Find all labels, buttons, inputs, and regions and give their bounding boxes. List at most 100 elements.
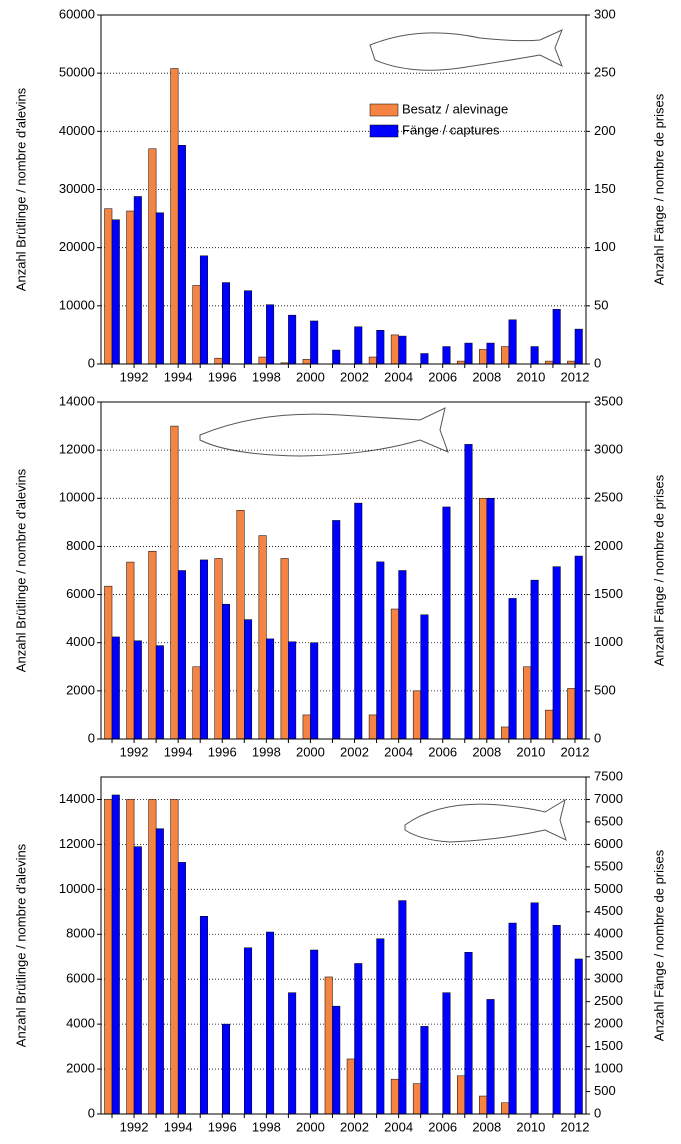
x-tick-label: 2000	[296, 369, 325, 384]
bar	[574, 958, 583, 1115]
bar	[398, 900, 407, 1115]
y2-tick-label: 250	[594, 65, 616, 80]
bar	[552, 925, 561, 1115]
bar	[214, 558, 223, 740]
y2-axis-label: Anzahl Fänge / nombre de prises	[651, 849, 666, 1041]
y-tick-label: 4000	[66, 1016, 95, 1031]
bar	[155, 828, 164, 1115]
x-tick-label: 1996	[208, 1119, 237, 1134]
bar	[332, 1005, 341, 1115]
bar	[368, 714, 377, 740]
fish-illustration	[199, 29, 567, 843]
bar	[390, 334, 399, 365]
y2-tick-label: 4000	[594, 926, 623, 941]
y2-tick-label: 4500	[594, 903, 623, 918]
y-tick-label: 12000	[59, 836, 95, 851]
bar	[192, 285, 201, 365]
bar	[148, 148, 157, 365]
y2-tick-label: 3500	[594, 948, 623, 963]
bar	[464, 342, 473, 365]
y-axis-label: Anzahl Brütlinge / nombre d'alevins	[13, 468, 28, 672]
x-tick-label: 1996	[208, 744, 237, 759]
x-tick-label: 1994	[164, 744, 193, 759]
y-tick-label: 8000	[66, 926, 95, 941]
y2-tick-label: 0	[594, 355, 601, 370]
y2-tick-label: 2000	[594, 538, 623, 553]
y2-axis-label: Anzahl Fänge / nombre de prises	[651, 474, 666, 666]
plot-frame	[100, 776, 587, 1115]
bar	[133, 846, 142, 1115]
y2-tick-label: 1000	[594, 634, 623, 649]
y2-tick-label: 1500	[594, 1038, 623, 1053]
bar	[111, 794, 120, 1115]
x-tick-label: 1994	[164, 369, 193, 384]
bar	[486, 999, 495, 1115]
y2-tick-label: 7500	[594, 768, 623, 783]
bar	[244, 290, 253, 365]
bar	[530, 902, 539, 1115]
x-tick-label: 1998	[252, 744, 281, 759]
bar	[574, 555, 583, 740]
legend-swatch	[369, 103, 399, 117]
y-tick-label: 50000	[59, 65, 95, 80]
x-tick-label: 1992	[120, 1119, 149, 1134]
bar	[479, 1095, 488, 1115]
bar	[280, 558, 289, 740]
y2-tick-label: 150	[594, 181, 616, 196]
bar	[148, 550, 157, 740]
bar	[170, 425, 179, 740]
y-tick-label: 0	[88, 355, 95, 370]
bar	[420, 614, 429, 740]
bar	[479, 349, 488, 365]
bar	[133, 196, 142, 365]
y2-tick-label: 2000	[594, 1016, 623, 1031]
bar	[222, 603, 230, 740]
bar	[104, 585, 113, 740]
legend-swatch	[369, 124, 399, 138]
bar	[354, 963, 363, 1115]
y-tick-label: 10000	[59, 490, 95, 505]
bar	[310, 642, 319, 740]
x-tick-label: 2002	[340, 1119, 369, 1134]
bar	[368, 356, 377, 365]
y2-tick-label: 0	[594, 730, 601, 745]
y-tick-label: 20000	[59, 239, 95, 254]
y-tick-label: 30000	[59, 181, 95, 196]
bar	[258, 535, 267, 740]
legend-label: Fänge / captures	[402, 122, 500, 137]
y-axis-label: Anzahl Brütlinge / nombre d'alevins	[13, 87, 28, 291]
bar	[199, 255, 208, 365]
bar	[222, 282, 230, 365]
y-tick-label: 40000	[59, 123, 95, 138]
bar	[486, 342, 495, 365]
bar	[376, 330, 385, 365]
x-tick-label: 2000	[296, 1119, 325, 1134]
y2-tick-label: 500	[594, 1083, 616, 1098]
y2-tick-label: 100	[594, 239, 616, 254]
bar	[126, 561, 135, 740]
y2-tick-label: 5000	[594, 881, 623, 896]
bar	[199, 916, 208, 1115]
plot-frame	[100, 14, 587, 365]
y-tick-label: 8000	[66, 538, 95, 553]
bar	[332, 349, 341, 365]
bar	[501, 1102, 510, 1115]
x-tick-label: 1998	[252, 1119, 281, 1134]
y-tick-label: 6000	[66, 586, 95, 601]
bar	[552, 309, 561, 365]
bar	[302, 714, 311, 740]
y2-tick-label: 0	[594, 1105, 601, 1120]
x-tick-label: 2004	[384, 744, 413, 759]
plot-frame	[100, 401, 587, 740]
y-axis-label: Anzahl Brütlinge / nombre d'alevins	[13, 843, 28, 1047]
bar	[398, 335, 407, 365]
bar	[288, 314, 297, 365]
bar	[574, 328, 583, 365]
y-tick-label: 60000	[59, 6, 95, 21]
x-tick-label: 2010	[516, 744, 545, 759]
bar	[266, 931, 275, 1115]
x-tick-label: 1998	[252, 369, 281, 384]
bar	[310, 949, 319, 1115]
y-tick-label: 0	[88, 1105, 95, 1120]
y2-tick-label: 200	[594, 123, 616, 138]
